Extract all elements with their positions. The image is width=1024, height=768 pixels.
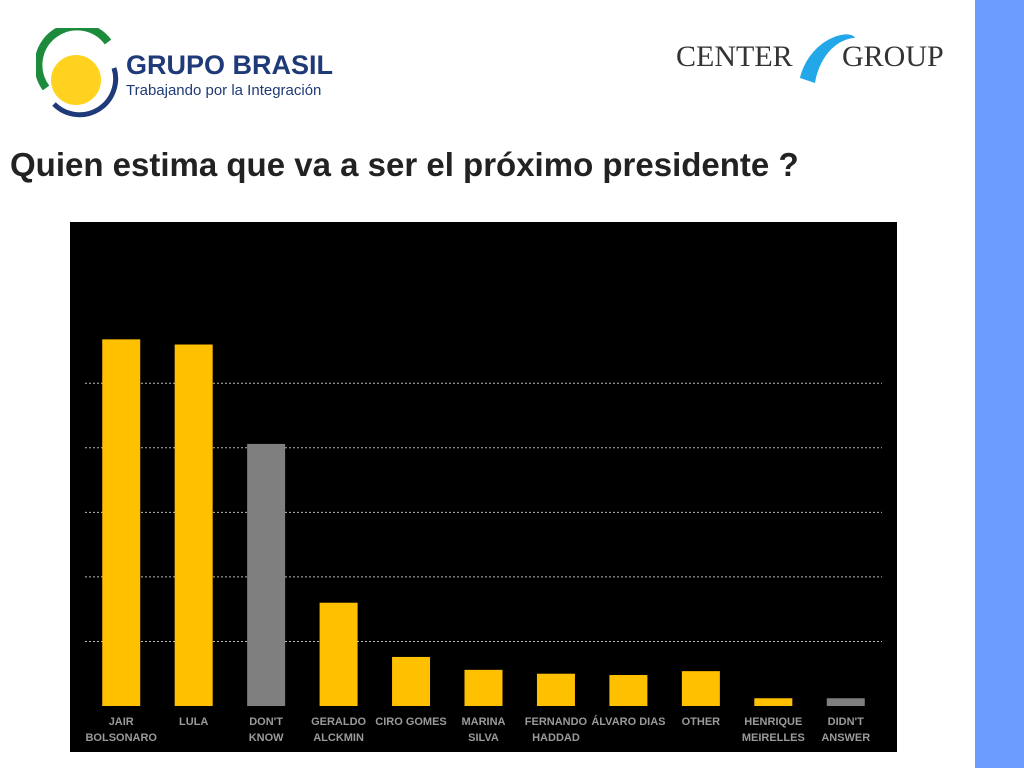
logo-title: GRUPO BRASIL bbox=[126, 50, 334, 80]
x-tick-label: FERNANDO HADDAD bbox=[524, 716, 588, 744]
bar bbox=[174, 344, 213, 706]
x-tick-label: CIRO GOMES bbox=[375, 716, 447, 728]
x-tick-label: JAIR BOLSONARO bbox=[85, 716, 157, 744]
bar bbox=[609, 675, 648, 706]
bar bbox=[392, 656, 431, 706]
x-tick-label: LULA bbox=[179, 716, 209, 728]
x-tick-label: MARINA SILVA bbox=[461, 716, 506, 744]
chart bbox=[70, 222, 897, 752]
bar bbox=[102, 339, 141, 706]
bar bbox=[826, 698, 865, 706]
x-tick-label: GERALDO ALCKMIN bbox=[311, 716, 367, 744]
bar bbox=[464, 669, 503, 706]
chart-title: Quien estima que va a ser el próximo pre… bbox=[10, 146, 799, 183]
logo-subtitle: Trabajando por la Integración bbox=[126, 82, 322, 99]
bar bbox=[681, 671, 720, 706]
x-tick-label: DIDN'T ANSWER bbox=[821, 716, 871, 744]
bar bbox=[319, 602, 358, 706]
x-tick-label: ÁLVARO DIAS bbox=[591, 716, 666, 728]
side-stripe bbox=[975, 0, 1024, 768]
x-tick-label: HENRIQUE MEIRELLES bbox=[741, 716, 805, 744]
logo-text: CENTER bbox=[676, 40, 793, 73]
logo-swoosh bbox=[800, 34, 855, 83]
x-tick-label: DON'T KNOW bbox=[248, 716, 284, 744]
logo-text: GROUP bbox=[842, 40, 944, 73]
bar bbox=[536, 673, 575, 706]
logo-icon bbox=[36, 28, 119, 118]
x-tick-label: OTHER bbox=[681, 716, 721, 728]
bar bbox=[247, 443, 286, 706]
bar bbox=[754, 698, 793, 706]
